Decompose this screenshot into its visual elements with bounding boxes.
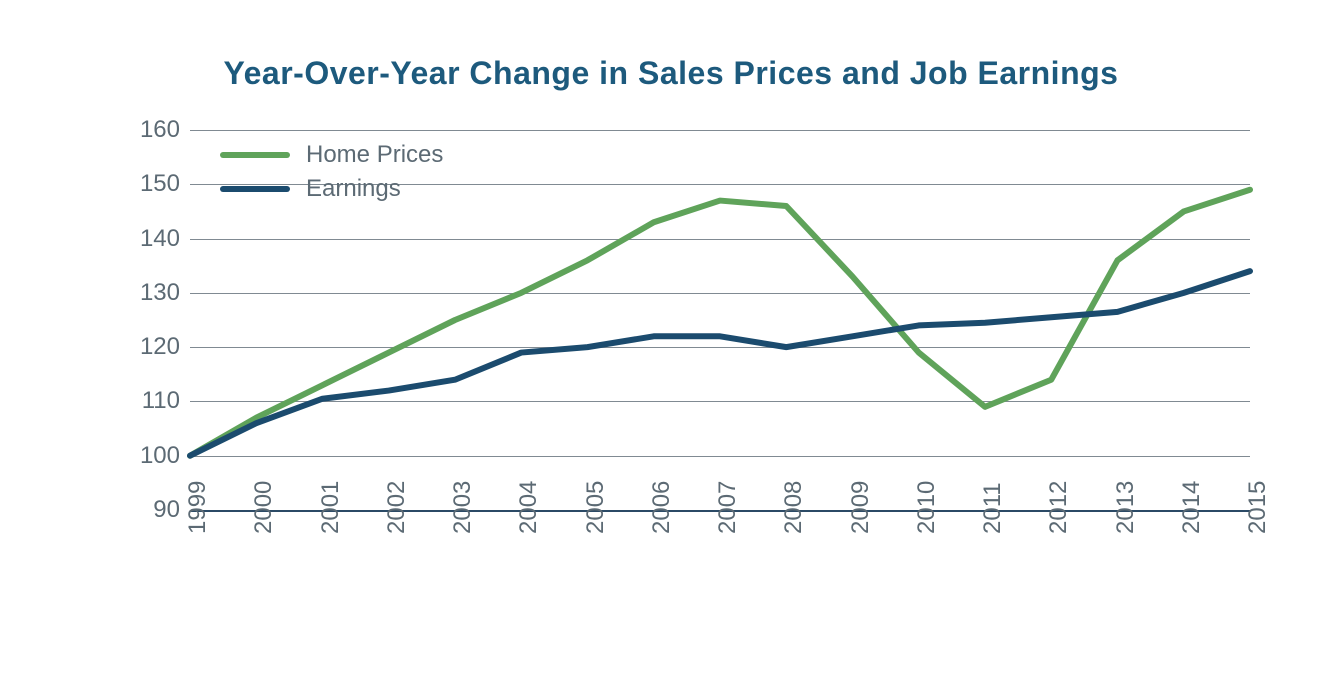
legend-swatch — [220, 152, 290, 158]
y-tick-label: 110 — [142, 387, 190, 415]
chart-title: Year-Over-Year Change in Sales Prices an… — [0, 55, 1342, 92]
legend: Home Prices Earnings — [220, 138, 443, 206]
y-tick-label: 160 — [140, 116, 190, 144]
y-tick-label: 150 — [140, 170, 190, 198]
legend-item-earnings: Earnings — [220, 172, 443, 206]
y-tick-label: 130 — [140, 279, 190, 307]
legend-item-home_prices: Home Prices — [220, 138, 443, 172]
legend-swatch — [220, 186, 290, 192]
chart-container: Year-Over-Year Change in Sales Prices an… — [0, 0, 1342, 700]
plot-area: 90100110120130140150160 1999200020012002… — [190, 130, 1250, 510]
y-tick-label: 100 — [140, 442, 190, 470]
y-tick-label: 120 — [140, 333, 190, 361]
legend-label: Home Prices — [306, 141, 443, 169]
series-home_prices — [190, 190, 1250, 456]
y-tick-label: 140 — [140, 225, 190, 253]
legend-label: Earnings — [306, 175, 401, 203]
series-earnings — [190, 271, 1250, 456]
